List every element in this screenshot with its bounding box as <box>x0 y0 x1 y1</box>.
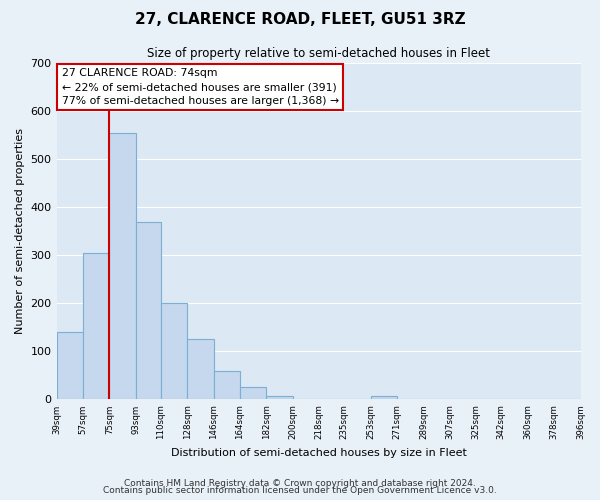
Bar <box>187 340 214 400</box>
Bar <box>161 304 187 400</box>
Bar <box>214 370 240 400</box>
Y-axis label: Number of semi-detached properties: Number of semi-detached properties <box>15 128 25 334</box>
Title: Size of property relative to semi-detached houses in Fleet: Size of property relative to semi-detach… <box>147 48 490 60</box>
Bar <box>371 396 397 400</box>
Text: Contains HM Land Registry data © Crown copyright and database right 2024.: Contains HM Land Registry data © Crown c… <box>124 478 476 488</box>
Text: 27 CLARENCE ROAD: 74sqm
← 22% of semi-detached houses are smaller (391)
77% of s: 27 CLARENCE ROAD: 74sqm ← 22% of semi-de… <box>62 68 339 106</box>
Bar <box>83 253 109 400</box>
Bar <box>136 222 161 400</box>
Bar <box>109 132 136 400</box>
Bar <box>56 332 83 400</box>
X-axis label: Distribution of semi-detached houses by size in Fleet: Distribution of semi-detached houses by … <box>170 448 466 458</box>
Bar <box>266 396 293 400</box>
Text: 27, CLARENCE ROAD, FLEET, GU51 3RZ: 27, CLARENCE ROAD, FLEET, GU51 3RZ <box>134 12 466 28</box>
Text: Contains public sector information licensed under the Open Government Licence v3: Contains public sector information licen… <box>103 486 497 495</box>
Bar <box>240 388 266 400</box>
